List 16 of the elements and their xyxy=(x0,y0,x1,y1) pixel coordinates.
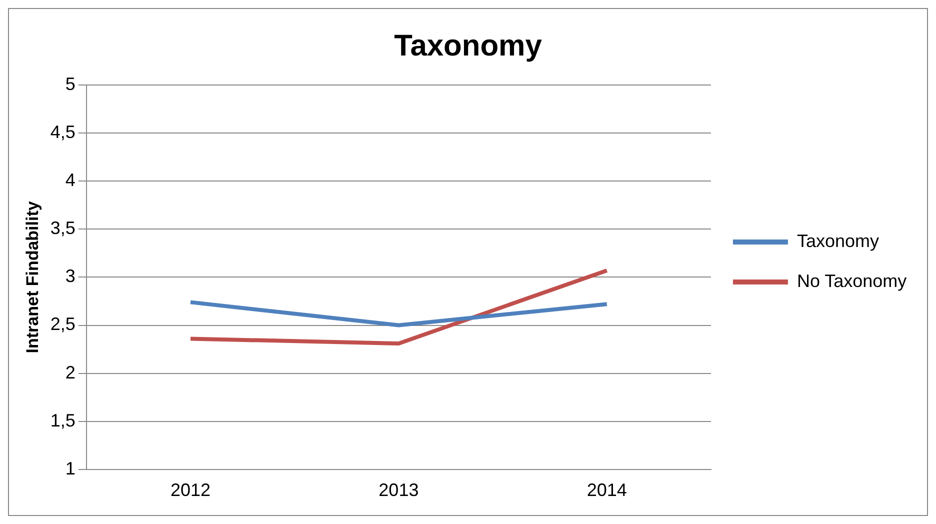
x-tick-label: 2014 xyxy=(586,480,627,500)
x-tick-label: 2012 xyxy=(170,480,211,500)
y-tick-label: 2,5 xyxy=(50,314,76,334)
y-tick-label: 1,5 xyxy=(50,410,76,430)
y-tick-label: 2 xyxy=(65,362,76,382)
y-tick-label: 3,5 xyxy=(50,218,76,238)
y-tick-label: 1 xyxy=(65,458,76,478)
x-tick-label: 2013 xyxy=(378,480,419,500)
y-tick-label: 3 xyxy=(65,266,76,286)
legend-label: Taxonomy xyxy=(796,230,879,251)
y-axis-title: Intranet Findability xyxy=(22,200,42,354)
y-tick-label: 4 xyxy=(65,170,76,190)
y-tick-label: 4,5 xyxy=(50,122,76,142)
y-tick-label: 5 xyxy=(65,74,76,94)
legend-label: No Taxonomy xyxy=(796,270,907,291)
chart-title: Taxonomy xyxy=(394,29,542,62)
